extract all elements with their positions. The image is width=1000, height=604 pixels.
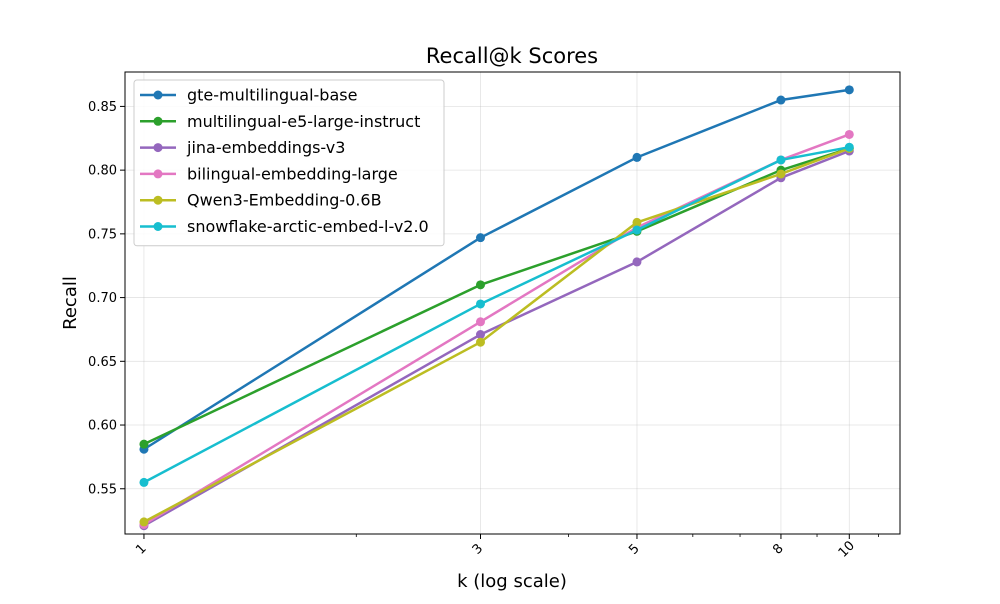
y-tick-label-0.65: 0.65 [88, 355, 117, 370]
y-tick-label-0.60: 0.60 [88, 419, 117, 434]
point-jina-embeddings-v3-k3 [475, 330, 485, 340]
legend-item-multilingual-e5-large-instruct: multilingual-e5-large-instruct [140, 112, 420, 131]
y-axis-ticks: 0.55 0.60 0.65 0.70 0.75 0.80 0.85 [88, 100, 125, 497]
point-Qwen3-Embedding-0.6B-k5 [632, 217, 642, 227]
legend: gte-multilingual-base multilingual-e5-lar… [133, 79, 445, 247]
legend-swatch-marker [153, 90, 163, 100]
y-tick-label-0.70: 0.70 [88, 291, 117, 306]
legend-label: Qwen3-Embedding-0.6B [187, 191, 382, 210]
point-snowflake-arctic-embed-l-v2.0-k10 [844, 142, 854, 152]
legend-swatch-marker [153, 222, 163, 231]
point-snowflake-arctic-embed-l-v2.0-k1 [139, 477, 149, 487]
point-Qwen3-Embedding-0.6B-k1 [139, 517, 149, 527]
point-Qwen3-Embedding-0.6B-k8 [776, 169, 786, 179]
legend-swatch-marker [153, 169, 163, 179]
y-tick-label-0.85: 0.85 [88, 100, 117, 115]
point-snowflake-arctic-embed-l-v2.0-k8 [776, 155, 786, 165]
point-gte-multilingual-base-k3 [475, 233, 485, 243]
series-gte-multilingual-base [139, 85, 854, 454]
legend-item-jina-embeddings-v3: jina-embeddings-v3 [140, 138, 345, 157]
chart-title: Recall@k Scores [426, 44, 598, 68]
legend-item-gte-multilingual-base: gte-multilingual-base [140, 86, 357, 105]
plot-area-frame [124, 71, 901, 535]
point-gte-multilingual-base-k8 [776, 95, 786, 105]
legend-item-snowflake-arctic-embed-l-v2.0: snowflake-arctic-embed-l-v2.0 [140, 217, 429, 236]
point-gte-multilingual-base-k5 [632, 152, 642, 162]
legend-swatch-marker [153, 116, 163, 126]
y-axis-label: Recall [60, 276, 81, 330]
series-layer [139, 85, 854, 531]
series-snowflake-arctic-embed-l-v2.0 [139, 142, 854, 487]
legend-label: snowflake-arctic-embed-l-v2.0 [187, 217, 429, 236]
legend-label: jina-embeddings-v3 [186, 138, 345, 157]
point-multilingual-e5-large-instruct-k1 [139, 439, 149, 449]
point-Qwen3-Embedding-0.6B-k3 [475, 337, 485, 347]
y-tick-label-0.80: 0.80 [88, 164, 117, 179]
legend-item-bilingual-embedding-large: bilingual-embedding-large [140, 164, 398, 183]
point-gte-multilingual-base-k10 [844, 85, 854, 95]
y-tick-label-0.55: 0.55 [88, 482, 117, 497]
legend-item-Qwen3-Embedding-0.6B: Qwen3-Embedding-0.6B [140, 191, 382, 210]
point-multilingual-e5-large-instruct-k3 [475, 280, 485, 290]
point-bilingual-embedding-large-k10 [844, 129, 854, 139]
legend-box [133, 79, 445, 247]
point-bilingual-embedding-large-k3 [475, 317, 485, 327]
legend-label: multilingual-e5-large-instruct [187, 112, 420, 131]
legend-label: gte-multilingual-base [187, 86, 357, 105]
point-jina-embeddings-v3-k5 [632, 257, 642, 267]
legend-swatch-marker [153, 195, 163, 205]
legend-swatch-marker [153, 143, 163, 153]
legend-label: bilingual-embedding-large [187, 164, 398, 183]
x-axis-label: k (log scale) [457, 571, 567, 592]
point-snowflake-arctic-embed-l-v2.0-k5 [632, 225, 642, 235]
y-tick-label-0.75: 0.75 [88, 227, 117, 242]
point-snowflake-arctic-embed-l-v2.0-k3 [475, 299, 485, 309]
